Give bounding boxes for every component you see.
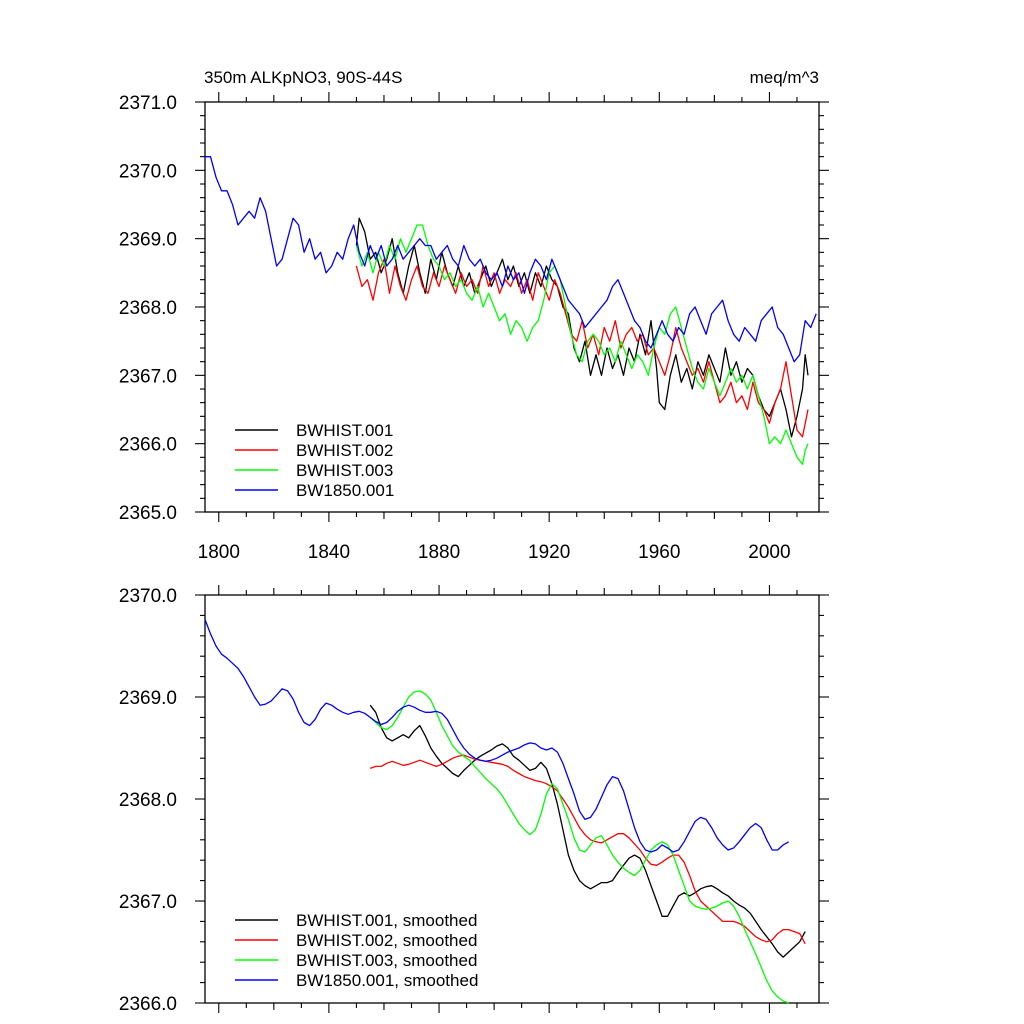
axis-ticks: 2366.0 2367.0 2368.0 2369.0 2370.0 (119, 585, 829, 1015)
x-tick-label: 1960 (638, 542, 680, 563)
legend-label: BWHIST.001, smoothed (296, 911, 477, 930)
y-tick-label: 2367.0 (119, 892, 177, 913)
y-tick-label: 2367.0 (119, 366, 177, 387)
y-tick-label: 2369.0 (119, 230, 177, 251)
y-tick-label: 2370.0 (119, 161, 177, 182)
legend-label: BWHIST.002 (296, 441, 393, 460)
y-tick-label: 2366.0 (119, 435, 177, 456)
legend-label: BWHIST.001 (296, 421, 393, 440)
x-tick-label: 2000 (748, 542, 790, 563)
legend-label: BW1850.001, smoothed (296, 971, 478, 990)
series-group (205, 156, 817, 465)
y-tick-label: 2365.0 (119, 503, 177, 524)
bottom-panel: 2366.0 2367.0 2368.0 2369.0 2370.0 BWHIST.001… (119, 585, 829, 1015)
axis-ticks: 2365.0 2366.0 2367.0 2368.0 2369.0 2370.0 2371… (119, 92, 829, 563)
legend-label: BW1850.001 (296, 481, 394, 500)
legend-label: BWHIST.002, smoothed (296, 931, 477, 950)
chart-units: meq/m^3 (750, 68, 819, 87)
chart-title: 350m ALKpNO3, 90S-44S (204, 68, 402, 87)
series-line (355, 224, 809, 465)
series-line (204, 619, 790, 853)
top-panel: 350m ALKpNO3, 90S-44S meq/m^3 2365.0 2366… (119, 68, 829, 563)
x-tick-label: 1800 (198, 542, 240, 563)
y-tick-label: 2366.0 (119, 994, 177, 1015)
legend-label: BWHIST.003 (296, 461, 393, 480)
y-tick-label: 2370.0 (119, 586, 177, 607)
y-tick-label: 2371.0 (119, 93, 177, 114)
legend-label: BWHIST.003, smoothed (296, 951, 477, 970)
y-tick-label: 2368.0 (119, 298, 177, 319)
series-group (204, 619, 806, 1004)
series-line (369, 690, 789, 1004)
y-tick-label: 2368.0 (119, 790, 177, 811)
x-tick-label: 1920 (528, 542, 570, 563)
y-tick-label: 2369.0 (119, 688, 177, 709)
series-line (355, 258, 809, 438)
series-line (369, 754, 806, 945)
series-line (205, 156, 817, 363)
x-tick-label: 1880 (418, 542, 460, 563)
series-line (355, 217, 809, 438)
x-tick-label: 1840 (308, 542, 350, 563)
